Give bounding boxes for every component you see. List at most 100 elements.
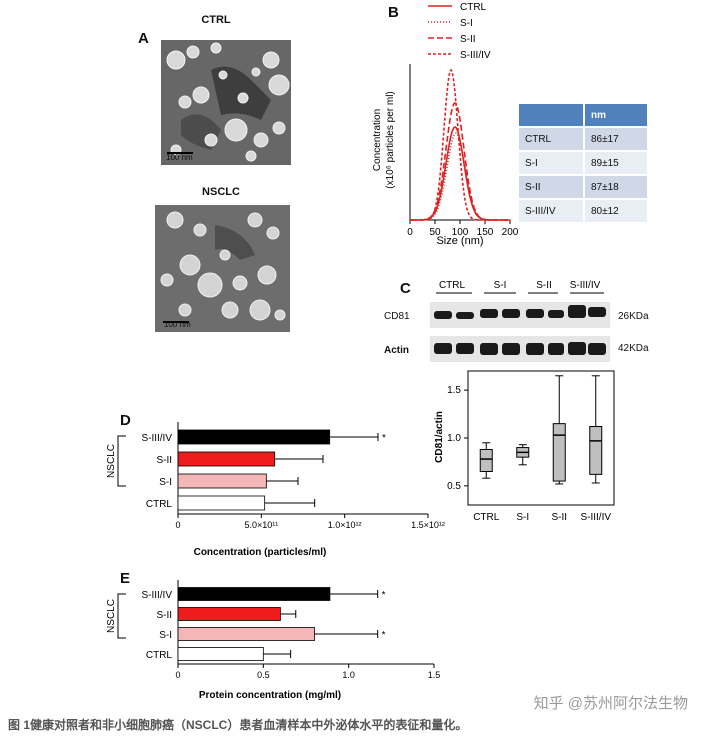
bar-significance: * [382, 630, 386, 641]
em-image-nsclc [155, 205, 290, 332]
nta-xlabel: Size (nm) [436, 235, 483, 247]
panel-e-label: E [120, 570, 131, 587]
panel-b-label: B [388, 4, 399, 21]
boxplot-x-ticks: CTRL S-I S-II S-III/IV [473, 512, 611, 523]
boxplot-x-tick-label: S-I [516, 512, 529, 523]
nta-curves [410, 68, 510, 221]
boxplot-y-tick-label: 1.5 [447, 385, 461, 396]
table-header-nm: nm [583, 104, 647, 128]
box-body [589, 426, 603, 475]
bar-category-label: CTRL [146, 650, 173, 661]
figure-caption: 图 1健康对照者和非小细胞肺癌（NSCLC）患者血清样本中外泌体水平的表征和量化… [8, 718, 468, 732]
table-row: S-I 89±15 [519, 151, 647, 176]
panel-a-label: A [138, 30, 149, 47]
bar-x-tick-label: 1.5 [428, 670, 441, 680]
cd81-boxplot: 0.5 1.0 1.5 CTRL S-I S-II S-III/IV CD81/actin [434, 370, 615, 523]
nsclc-group-label: NSCLC [106, 444, 117, 478]
nta-x-ticks: 0 50 100 150 200 [407, 220, 519, 238]
nta-ylabel-2: (x10⁶ particles per ml) [385, 91, 396, 188]
em-ctrl-title: CTRL [201, 14, 231, 26]
blot-group-s3: S-III/IV [570, 280, 601, 291]
nta-legend: CTRL S-I S-II S-III/IV [428, 2, 491, 61]
boxplot-y-tick-label: 0.5 [447, 481, 461, 492]
legend-text-ctrl: CTRL [460, 2, 487, 13]
nta-curve-siiiiv [410, 68, 510, 221]
nta-curve-si [410, 132, 510, 221]
bar-category-label: S-I [159, 477, 172, 488]
boxplot-x-tick-label: S-III/IV [580, 512, 611, 523]
blot-group-ctrl: CTRL [439, 280, 466, 291]
boxplot-y-ticks: 0.5 1.0 1.5 [447, 385, 468, 492]
bar-e-xlabel: Protein concentration (mg/ml) [199, 690, 341, 701]
blot-group-headers: CTRL S-I S-II S-III/IV [436, 280, 604, 294]
bar-x-tick-label: 1.0×10¹² [328, 520, 362, 530]
legend-text-s3: S-III/IV [460, 50, 491, 61]
nta-x-tick-label: 150 [477, 227, 494, 238]
bar-x-tick-label: 0 [175, 670, 180, 680]
bars-e: 0 0.5 1.0 1.5 S-III/IV * S-II S-I * CTRL NSCLC [106, 580, 440, 680]
actin-size-label: 42KDa [618, 343, 649, 354]
bar-category-label: S-II [156, 455, 172, 466]
bar-category-label: S-III/IV [141, 433, 172, 444]
panel-c-label: C [400, 280, 411, 297]
bar [177, 429, 331, 445]
actin-row-label: Actin [384, 345, 409, 356]
table-header-row: nm [519, 104, 647, 128]
boxplot-ylabel: CD81/actin [434, 411, 445, 463]
box-body [552, 423, 566, 482]
em-nsclc-scale-label: 100 nm [164, 320, 191, 329]
bar [177, 451, 276, 467]
nta-x-tick-label: 0 [407, 227, 413, 238]
nta-curve-sii [410, 102, 510, 221]
bar [177, 607, 281, 621]
nta-chart: CTRL S-I S-II S-III/IV 0 50 100 150 200 Conc… [372, 2, 519, 247]
bar [177, 587, 331, 601]
table-row: S-III/IV 80±12 [519, 199, 647, 224]
table-cell-value: 89±15 [583, 151, 647, 176]
nta-x-tick-label: 200 [502, 227, 519, 238]
bar-chart-e: 0 0.5 1.0 1.5 S-III/IV * S-II S-I * CTRL NSCLC Pro… [106, 580, 440, 701]
table-row: S-II 87±18 [519, 175, 647, 200]
bar-significance: * [382, 590, 386, 601]
table-cell-group: CTRL [519, 127, 584, 152]
watermark: 知乎 @苏州阿尔法生物 [533, 695, 688, 712]
nsclc-group-label: NSCLC [106, 599, 117, 633]
panel-d-label: D [120, 412, 131, 429]
bar [177, 473, 267, 489]
nta-size-table: nm CTRL 86±17 S-I 89±15 S-II 87±18 S-III/IV… [519, 104, 647, 224]
bar-significance: * [382, 433, 386, 444]
legend-text-s2: S-II [460, 34, 476, 45]
bar [177, 627, 315, 641]
bar-x-tick-label: 1.5×10¹² [411, 520, 445, 530]
western-blot: CTRL S-I S-II S-III/IV [430, 280, 610, 362]
boxplot-x-tick-label: S-II [551, 512, 567, 523]
bar-category-label: CTRL [146, 499, 173, 510]
table-cell-group: S-I [519, 151, 584, 176]
box-body [479, 448, 493, 473]
table-cell-value: 86±17 [583, 127, 647, 152]
table-cell-group: S-III/IV [519, 199, 584, 224]
bar-category-label: S-III/IV [141, 590, 172, 601]
table-cell-group: S-II [519, 175, 584, 200]
bar-x-tick-label: 0.5 [257, 670, 270, 680]
bar-chart-d: 0 5.0×10¹¹ 1.0×10¹² 1.5×10¹² S-III/IV * S-II S-… [106, 422, 445, 558]
bar-category-label: S-I [159, 630, 172, 641]
table-cell-value: 87±18 [583, 175, 647, 200]
table-cell-value: 80±12 [583, 199, 647, 224]
bar-x-tick-label: 5.0×10¹¹ [244, 520, 278, 530]
boxplot-y-tick-label: 1.0 [447, 433, 461, 444]
em-nsclc-title: NSCLC [202, 186, 240, 198]
em-image-ctrl [161, 40, 291, 165]
bar-x-tick-label: 1.0 [342, 670, 355, 680]
bar [177, 647, 264, 661]
bar [177, 495, 266, 511]
boxplot-boxes [479, 375, 603, 485]
boxplot-x-tick-label: CTRL [473, 512, 500, 523]
blot-group-s1: S-I [494, 280, 507, 291]
blot-group-s2: S-II [536, 280, 552, 291]
nta-ylabel-1: Concentration [372, 109, 383, 171]
cd81-row-label: CD81 [384, 311, 410, 322]
em-ctrl-scale-label: 100 nm [166, 153, 193, 162]
bar-x-tick-label: 0 [175, 520, 180, 530]
nsclc-bracket [117, 435, 126, 487]
